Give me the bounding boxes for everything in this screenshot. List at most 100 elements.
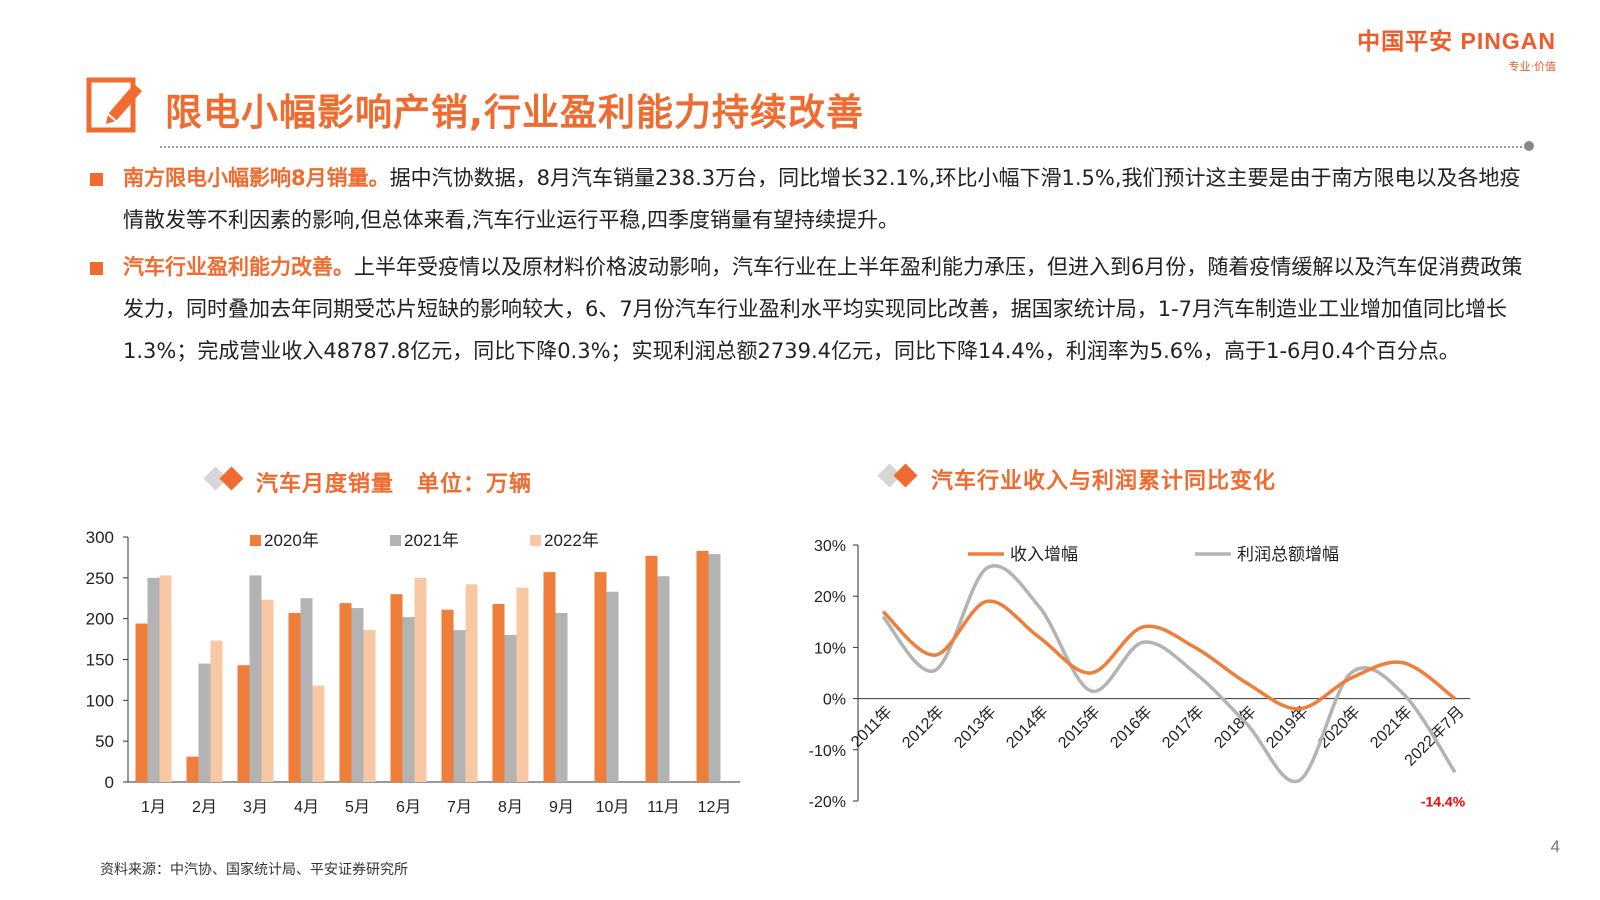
x-tick-label: 12月 (698, 799, 732, 816)
bar-2020年 (288, 612, 301, 782)
x-tick-label: 6月 (396, 799, 421, 816)
y-tick-label: -20% (809, 794, 846, 811)
x-tick-label: 2021年 (1367, 703, 1416, 752)
bar-2020年 (645, 555, 658, 782)
divider-end-dot (1524, 141, 1534, 151)
y-tick-label: 0 (105, 773, 114, 792)
x-tick-label: 2019年 (1263, 703, 1312, 752)
bullet-paragraph-1: 南方限电小幅影响8月销量。据中汽协数据，8月汽车销量238.3万台，同比增长32… (123, 157, 1523, 241)
bar-2022年 (465, 584, 478, 782)
bullet-highlight: 南方限电小幅影响8月销量。 (123, 166, 390, 190)
y-tick-label: 10% (814, 640, 846, 657)
bar-2022年 (261, 599, 274, 782)
bar-2020年 (492, 603, 505, 782)
bar-2022年 (210, 640, 223, 782)
bullet-paragraph-2: 汽车行业盈利能力改善。上半年受疫情以及原材料价格波动影响，汽车行业在上半年盈利能… (123, 246, 1523, 372)
bar-2022年 (312, 685, 325, 782)
bar-2020年 (594, 572, 607, 782)
y-tick-label: -10% (809, 743, 846, 760)
bar-2022年 (363, 630, 376, 782)
page-title: 限电小幅影响产销,行业盈利能力持续改善 (165, 91, 865, 134)
y-tick-label: 150 (86, 651, 114, 670)
bullet-square (90, 262, 103, 275)
bullet-text: 上半年受疫情以及原材料价格波动影响，汽车行业在上半年盈利能力承压，但进入到6月份… (123, 255, 1523, 363)
bar-2021年 (606, 591, 619, 782)
bullet-highlight: 汽车行业盈利能力改善。 (123, 255, 354, 279)
legend-swatch (250, 535, 261, 546)
bar-2020年 (237, 665, 250, 782)
x-tick-label: 9月 (549, 799, 574, 816)
pencil-note-icon (86, 77, 142, 133)
bar-2021年 (555, 612, 568, 782)
y-tick-label: 250 (86, 569, 114, 588)
data-label-annotation: -14.4% (1421, 793, 1466, 809)
bar-2021年 (198, 663, 211, 782)
logo-brand: 中国平安 PINGAN (1357, 28, 1556, 54)
bar-2020年 (339, 603, 352, 782)
x-tick-label: 3月 (243, 799, 268, 816)
legend-label: 收入增幅 (1010, 545, 1078, 564)
bar-2021年 (708, 554, 721, 782)
y-tick-label: 200 (86, 610, 114, 629)
bar-2020年 (543, 572, 556, 782)
page-number: 4 (1550, 837, 1560, 856)
y-tick-label: 300 (86, 528, 114, 547)
bar-2021年 (402, 617, 415, 782)
x-tick-label: 8月 (498, 799, 523, 816)
x-tick-label: 2017年 (1159, 703, 1208, 752)
x-tick-label: 2013年 (951, 703, 1000, 752)
legend-label: 2021年 (404, 531, 459, 550)
monthly-sales-bar-chart: 0 50 100 150 200 250 300 1月 2月 3月 4月 5月 6月 7月 8月 9月 10月 1… (86, 528, 740, 816)
y-tick-label: 20% (814, 589, 846, 606)
logo-tagline: 专业·价值 (1508, 60, 1557, 73)
revenue-profit-line-chart: 30%20%10%0%-10%-20%2011年 2012年 2013年 2014年 2… (809, 538, 1470, 811)
series-line-收入增幅 (881, 599, 1457, 711)
legend-label: 2020年 (264, 531, 319, 550)
bullet-square (90, 173, 103, 186)
bar-2020年 (135, 623, 148, 782)
bar-2021年 (453, 630, 466, 782)
x-tick-label: 10月 (596, 799, 630, 816)
orange-diamond-icon (219, 466, 244, 491)
bar-2022年 (516, 587, 529, 782)
bar-2020年 (390, 594, 403, 782)
bar-2021年 (504, 635, 517, 782)
pingan-logo: 中国平安 PINGAN 专业·价值 (1357, 22, 1556, 74)
left-chart-title: 汽车月度销量 单位：万辆 (256, 472, 533, 497)
bar-2020年 (186, 756, 199, 782)
bar-2021年 (147, 577, 160, 782)
x-tick-label: 2014年 (1003, 703, 1052, 752)
legend-swatch (530, 535, 541, 546)
bar-2020年 (696, 550, 709, 782)
x-tick-label: 4月 (294, 799, 319, 816)
x-tick-label: 11月 (647, 799, 680, 816)
bar-2022年 (159, 575, 172, 782)
bar-2021年 (657, 576, 670, 782)
title-divider (160, 146, 1530, 148)
source-note: 资料来源：中汽协、国家统计局、平安证券研究所 (100, 862, 408, 878)
x-tick-label: 2月 (192, 799, 217, 816)
y-tick-label: 50 (95, 732, 114, 751)
y-tick-label: 100 (86, 691, 114, 710)
legend-swatch (390, 535, 401, 546)
x-tick-label: 5月 (345, 799, 370, 816)
y-tick-label: 30% (814, 538, 846, 555)
bar-2021年 (249, 575, 262, 782)
x-tick-label: 2020年 (1315, 703, 1364, 752)
bullet-text: 据中汽协数据，8月汽车销量238.3万台，同比增长32.1%,环比小幅下滑1.5… (123, 166, 1521, 232)
x-tick-label: 1月 (141, 799, 166, 816)
x-tick-label: 2016年 (1107, 703, 1156, 752)
bar-2021年 (351, 608, 364, 782)
bar-2020年 (441, 609, 454, 782)
series-line-利润总额增幅 (881, 564, 1457, 784)
x-tick-label: 2012年 (899, 703, 948, 752)
bar-2022年 (414, 577, 427, 782)
bar-2021年 (300, 598, 313, 782)
legend-label: 2022年 (544, 531, 599, 550)
y-tick-label: 0% (823, 692, 846, 709)
orange-diamond-icon (893, 463, 918, 488)
legend-label: 利润总额增幅 (1237, 545, 1339, 564)
x-tick-label: 7月 (447, 799, 472, 816)
x-tick-label: 2011年 (847, 703, 895, 751)
x-tick-label: 2015年 (1055, 703, 1104, 752)
